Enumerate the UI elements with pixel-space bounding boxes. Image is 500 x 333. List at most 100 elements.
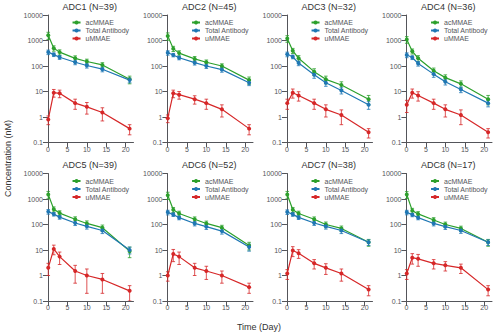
svg-text:15: 15: [341, 304, 349, 311]
svg-text:20: 20: [122, 304, 130, 311]
svg-text:100: 100: [390, 221, 402, 228]
svg-text:15: 15: [222, 146, 230, 153]
svg-text:10000: 10000: [382, 170, 402, 177]
svg-text:100: 100: [390, 63, 402, 70]
svg-text:0: 0: [165, 304, 169, 311]
svg-text:uMMAE: uMMAE: [325, 194, 350, 201]
svg-text:0: 0: [404, 146, 408, 153]
svg-text:100: 100: [31, 221, 43, 228]
svg-text:1000: 1000: [266, 196, 282, 203]
svg-text:10: 10: [441, 146, 449, 153]
svg-text:0.1: 0.1: [272, 298, 282, 305]
svg-text:uMMAE: uMMAE: [444, 35, 469, 42]
svg-text:ADC6 (N=52): ADC6 (N=52): [182, 160, 236, 170]
svg-text:10: 10: [83, 146, 91, 153]
svg-text:0: 0: [165, 146, 169, 153]
svg-text:100: 100: [151, 221, 163, 228]
svg-text:uMMAE: uMMAE: [205, 35, 230, 42]
svg-text:0: 0: [285, 304, 289, 311]
svg-text:Total Antibody: Total Antibody: [325, 27, 369, 35]
svg-text:ADC2 (N=45): ADC2 (N=45): [182, 2, 236, 12]
svg-text:5: 5: [304, 304, 308, 311]
svg-text:acMMAE: acMMAE: [205, 19, 234, 26]
svg-text:20: 20: [241, 304, 249, 311]
svg-text:10000: 10000: [382, 12, 402, 19]
svg-text:20: 20: [361, 146, 369, 153]
svg-text:0: 0: [46, 304, 50, 311]
svg-text:1: 1: [159, 272, 163, 279]
svg-text:10: 10: [274, 88, 282, 95]
svg-text:10: 10: [83, 304, 91, 311]
svg-text:0: 0: [46, 146, 50, 153]
svg-text:20: 20: [480, 304, 488, 311]
svg-text:10: 10: [202, 304, 210, 311]
svg-text:Total Antibody: Total Antibody: [205, 27, 249, 35]
svg-text:10: 10: [394, 88, 402, 95]
svg-text:10: 10: [155, 247, 163, 254]
svg-text:10: 10: [322, 146, 330, 153]
svg-text:acMMAE: acMMAE: [444, 178, 473, 185]
svg-text:10: 10: [394, 247, 402, 254]
svg-text:Total Antibody: Total Antibody: [444, 186, 488, 194]
svg-text:1000: 1000: [386, 37, 402, 44]
svg-text:acMMAE: acMMAE: [325, 19, 354, 26]
svg-text:15: 15: [102, 304, 110, 311]
svg-text:5: 5: [185, 146, 189, 153]
svg-text:uMMAE: uMMAE: [325, 35, 350, 42]
svg-text:0.1: 0.1: [33, 298, 43, 305]
svg-text:ADC1 (N=39): ADC1 (N=39): [63, 2, 117, 12]
svg-text:10: 10: [322, 304, 330, 311]
svg-text:acMMAE: acMMAE: [86, 178, 115, 185]
svg-text:1: 1: [159, 114, 163, 121]
svg-text:0: 0: [404, 304, 408, 311]
svg-text:Total Antibody: Total Antibody: [444, 27, 488, 35]
svg-text:15: 15: [461, 304, 469, 311]
svg-text:Total Antibody: Total Antibody: [86, 27, 130, 35]
svg-text:10000: 10000: [24, 170, 44, 177]
svg-text:10: 10: [441, 304, 449, 311]
svg-text:5: 5: [304, 146, 308, 153]
svg-text:uMMAE: uMMAE: [86, 35, 111, 42]
svg-text:1000: 1000: [266, 37, 282, 44]
svg-text:20: 20: [122, 146, 130, 153]
svg-text:20: 20: [241, 146, 249, 153]
svg-text:ADC5 (N=39): ADC5 (N=39): [63, 160, 117, 170]
svg-text:acMMAE: acMMAE: [325, 178, 354, 185]
svg-text:Total Antibody: Total Antibody: [205, 186, 249, 194]
svg-text:1000: 1000: [27, 196, 43, 203]
svg-text:5: 5: [185, 304, 189, 311]
svg-text:100: 100: [270, 63, 282, 70]
svg-text:1000: 1000: [147, 196, 163, 203]
svg-text:uMMAE: uMMAE: [205, 194, 230, 201]
svg-text:0: 0: [285, 146, 289, 153]
svg-text:1: 1: [398, 272, 402, 279]
svg-text:100: 100: [270, 221, 282, 228]
svg-text:5: 5: [424, 304, 428, 311]
svg-text:1: 1: [398, 114, 402, 121]
svg-text:15: 15: [222, 304, 230, 311]
svg-text:10: 10: [202, 146, 210, 153]
svg-text:100: 100: [31, 63, 43, 70]
svg-text:0.1: 0.1: [392, 298, 402, 305]
svg-text:Total Antibody: Total Antibody: [325, 186, 369, 194]
svg-text:Time (Day): Time (Day): [237, 322, 281, 332]
svg-text:0.1: 0.1: [153, 298, 163, 305]
svg-text:uMMAE: uMMAE: [444, 194, 469, 201]
svg-text:10: 10: [35, 88, 43, 95]
svg-text:10000: 10000: [263, 12, 283, 19]
svg-text:20: 20: [361, 304, 369, 311]
svg-text:15: 15: [461, 146, 469, 153]
svg-text:ADC4 (N=36): ADC4 (N=36): [421, 2, 475, 12]
svg-text:5: 5: [65, 146, 69, 153]
svg-text:1: 1: [39, 114, 43, 121]
svg-text:0.1: 0.1: [392, 139, 402, 146]
svg-text:1: 1: [278, 272, 282, 279]
svg-text:uMMAE: uMMAE: [86, 194, 111, 201]
svg-text:15: 15: [102, 146, 110, 153]
svg-text:ADC3 (N=32): ADC3 (N=32): [302, 2, 356, 12]
svg-text:0.1: 0.1: [272, 139, 282, 146]
svg-text:1: 1: [278, 114, 282, 121]
svg-text:0.1: 0.1: [153, 139, 163, 146]
svg-text:20: 20: [480, 146, 488, 153]
svg-text:100: 100: [151, 63, 163, 70]
